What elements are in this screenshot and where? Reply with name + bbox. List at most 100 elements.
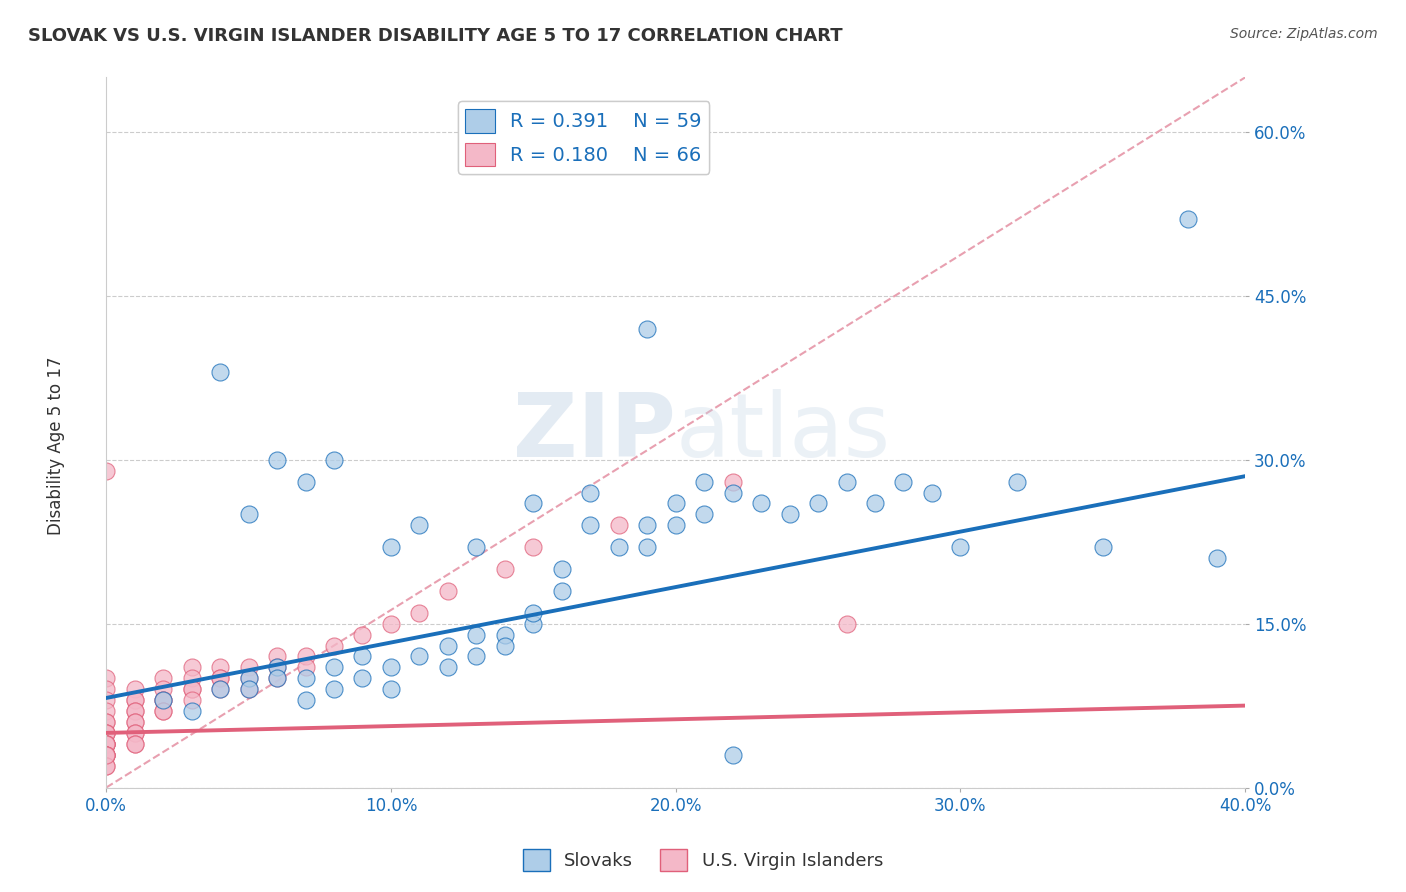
Point xyxy=(96,726,118,740)
Point xyxy=(408,606,430,620)
Point xyxy=(180,682,202,697)
Point xyxy=(352,627,374,641)
Point xyxy=(152,671,174,685)
Point xyxy=(238,508,260,522)
Point xyxy=(180,704,202,718)
Point xyxy=(949,540,972,554)
Point xyxy=(152,693,174,707)
Point xyxy=(835,475,858,489)
Point xyxy=(494,639,516,653)
Point xyxy=(579,485,602,500)
Point xyxy=(294,693,316,707)
Point xyxy=(152,693,174,707)
Point xyxy=(380,616,402,631)
Point xyxy=(96,758,118,772)
Point xyxy=(636,518,658,533)
Point xyxy=(294,671,316,685)
Point xyxy=(152,682,174,697)
Point xyxy=(96,704,118,718)
Point xyxy=(238,660,260,674)
Text: SLOVAK VS U.S. VIRGIN ISLANDER DISABILITY AGE 5 TO 17 CORRELATION CHART: SLOVAK VS U.S. VIRGIN ISLANDER DISABILIT… xyxy=(28,27,842,45)
Text: Source: ZipAtlas.com: Source: ZipAtlas.com xyxy=(1230,27,1378,41)
Point xyxy=(693,508,716,522)
Point xyxy=(180,671,202,685)
Point xyxy=(96,714,118,729)
Point xyxy=(323,452,346,467)
Point xyxy=(152,693,174,707)
Point xyxy=(636,540,658,554)
Point xyxy=(124,682,146,697)
Point xyxy=(124,714,146,729)
Point xyxy=(266,671,288,685)
Point xyxy=(124,693,146,707)
Point xyxy=(96,714,118,729)
Point xyxy=(721,475,744,489)
Point xyxy=(1177,212,1199,227)
Point xyxy=(294,649,316,664)
Point xyxy=(96,671,118,685)
Point xyxy=(352,649,374,664)
Point xyxy=(96,737,118,751)
Point xyxy=(380,682,402,697)
Point xyxy=(693,475,716,489)
Point xyxy=(636,322,658,336)
Point xyxy=(180,682,202,697)
Point xyxy=(266,660,288,674)
Point xyxy=(96,737,118,751)
Point xyxy=(323,660,346,674)
Point xyxy=(152,704,174,718)
Point xyxy=(465,649,488,664)
Point xyxy=(494,562,516,576)
Point xyxy=(721,485,744,500)
Point xyxy=(96,726,118,740)
Point xyxy=(294,475,316,489)
Point xyxy=(96,747,118,762)
Point xyxy=(96,747,118,762)
Legend: Slovaks, U.S. Virgin Islanders: Slovaks, U.S. Virgin Islanders xyxy=(516,842,890,879)
Point xyxy=(437,639,460,653)
Point xyxy=(749,496,772,510)
Point xyxy=(437,660,460,674)
Point xyxy=(209,682,232,697)
Text: ZIP: ZIP xyxy=(513,389,676,476)
Point xyxy=(124,704,146,718)
Point xyxy=(380,540,402,554)
Point xyxy=(437,583,460,598)
Point xyxy=(835,616,858,631)
Point xyxy=(96,747,118,762)
Point xyxy=(209,660,232,674)
Point xyxy=(96,747,118,762)
Point xyxy=(124,726,146,740)
Point xyxy=(266,660,288,674)
Point xyxy=(522,496,544,510)
Point xyxy=(893,475,915,489)
Point xyxy=(96,737,118,751)
Point xyxy=(1205,551,1227,566)
Point xyxy=(238,682,260,697)
Point xyxy=(522,540,544,554)
Point xyxy=(124,737,146,751)
Point xyxy=(607,540,630,554)
Point xyxy=(408,518,430,533)
Point xyxy=(294,660,316,674)
Point xyxy=(665,518,688,533)
Point xyxy=(323,639,346,653)
Point xyxy=(124,704,146,718)
Point xyxy=(96,726,118,740)
Point xyxy=(266,671,288,685)
Point xyxy=(152,704,174,718)
Point xyxy=(96,758,118,772)
Point xyxy=(96,693,118,707)
Point xyxy=(209,682,232,697)
Point xyxy=(96,464,118,478)
Point xyxy=(465,627,488,641)
Point xyxy=(551,583,574,598)
Point xyxy=(408,649,430,664)
Point xyxy=(124,726,146,740)
Point xyxy=(96,737,118,751)
Point xyxy=(551,562,574,576)
Point xyxy=(863,496,886,510)
Point xyxy=(352,671,374,685)
Point xyxy=(209,671,232,685)
Point xyxy=(522,616,544,631)
